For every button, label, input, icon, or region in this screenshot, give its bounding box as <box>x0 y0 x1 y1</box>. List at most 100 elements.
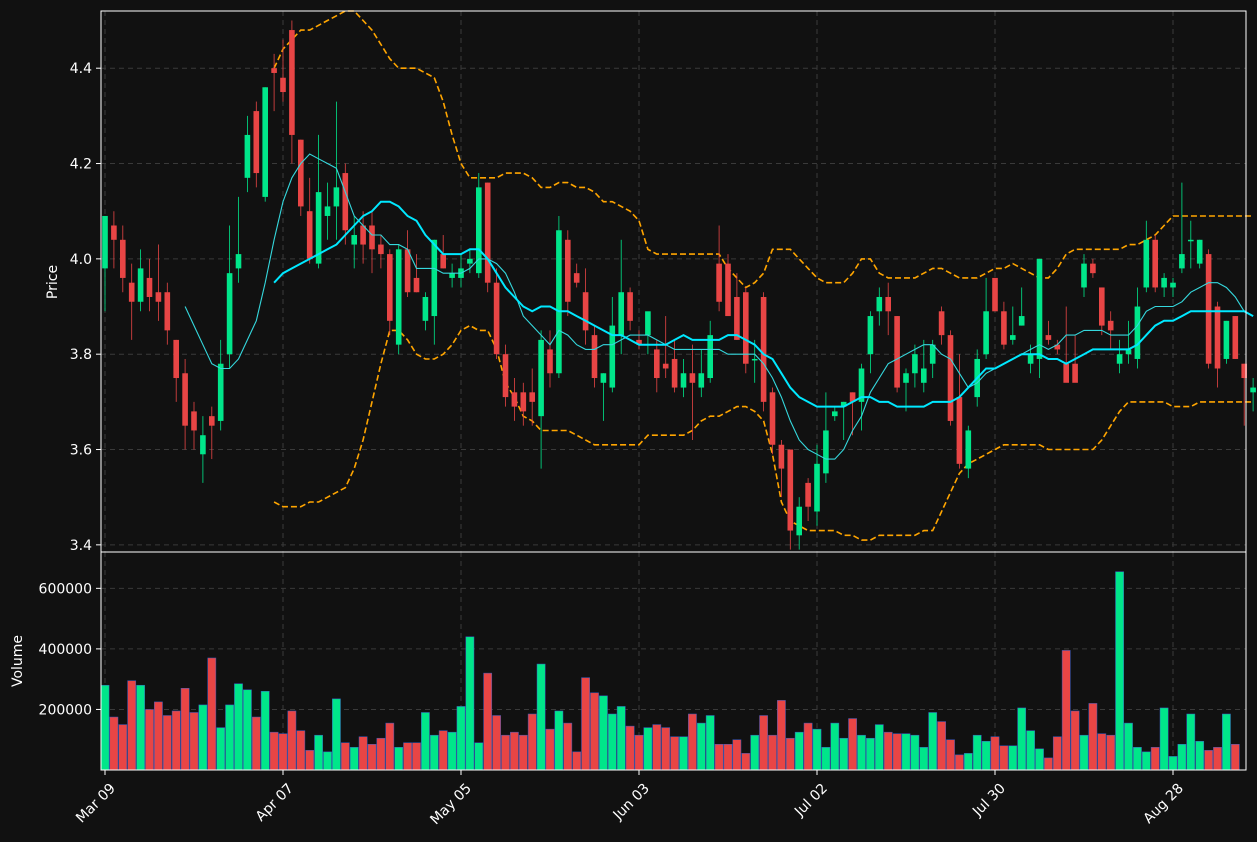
candle-body <box>173 339 179 379</box>
volume-bar <box>777 700 786 771</box>
volume-bar <box>563 722 573 771</box>
volume-bar <box>1186 713 1196 771</box>
candle <box>885 282 891 336</box>
candle-body <box>956 397 963 464</box>
volume-bar <box>607 713 617 771</box>
candle <box>778 439 785 498</box>
candle-body <box>814 463 820 512</box>
candle-body <box>787 449 794 531</box>
candle-body <box>164 292 171 331</box>
candle-body <box>1116 354 1123 364</box>
candle <box>1054 339 1061 355</box>
volume-bar <box>999 745 1009 771</box>
candle-body <box>1072 363 1078 383</box>
volume-bar <box>723 744 733 771</box>
candle-body <box>520 392 527 412</box>
volume-bar <box>679 736 688 771</box>
volume-bar <box>1052 736 1062 771</box>
volume-axis-label: Volume <box>10 635 26 687</box>
candle <box>769 387 776 455</box>
candle <box>1116 339 1123 374</box>
candle <box>636 330 642 350</box>
volume-bar <box>866 737 875 771</box>
candle-body <box>538 339 544 417</box>
volume-bar <box>803 722 813 771</box>
candle <box>369 211 375 274</box>
volume-bar <box>1079 734 1089 771</box>
candle <box>573 263 580 288</box>
volume-bar <box>839 737 849 771</box>
volume-bar <box>251 716 261 771</box>
candle <box>1232 316 1239 359</box>
candle-body <box>467 258 473 264</box>
candle <box>520 382 527 426</box>
candle <box>1010 306 1016 345</box>
volume-bar <box>1150 747 1160 771</box>
volume-bar <box>714 744 724 771</box>
candle <box>1143 220 1150 293</box>
candle-body <box>1152 239 1158 288</box>
candle-body <box>378 244 384 255</box>
volume-bar <box>874 724 884 771</box>
price-tick-label: 3.4 <box>70 538 92 554</box>
volume-bar <box>1061 650 1071 771</box>
candle-body <box>449 273 455 278</box>
volume-bar <box>189 712 199 771</box>
candle-body <box>903 373 909 383</box>
candle <box>921 339 927 393</box>
candle-body <box>938 311 945 336</box>
candle <box>333 101 340 240</box>
bollinger-bands <box>273 10 1254 541</box>
candle-body <box>823 430 829 474</box>
candle-body <box>351 235 357 245</box>
volume-bar <box>421 712 430 771</box>
candle <box>1107 311 1114 350</box>
price-tick-label: 4.0 <box>70 252 92 268</box>
candle <box>565 230 571 317</box>
volume-bar <box>483 672 493 771</box>
candle-body <box>689 373 696 383</box>
price-tick-label: 3.8 <box>70 347 92 363</box>
volume-bar <box>1115 571 1124 771</box>
candle-body <box>849 392 856 402</box>
volume-panel-frame <box>100 551 1247 771</box>
volume-bar <box>963 753 973 771</box>
candle <box>529 368 535 426</box>
candle <box>1063 306 1069 383</box>
candle-body <box>262 87 268 197</box>
candle <box>200 416 206 483</box>
candle <box>1170 277 1176 297</box>
volume-bar <box>848 718 857 771</box>
volume-bar <box>385 722 395 771</box>
volume-bar <box>216 727 226 771</box>
candle-body <box>440 254 446 269</box>
candle-body <box>146 277 153 297</box>
volume-bar <box>545 728 555 771</box>
candle-body <box>796 506 802 536</box>
candle <box>627 287 633 331</box>
volume-bar <box>1195 740 1205 771</box>
candle <box>164 282 171 345</box>
volume-bar <box>1026 730 1035 771</box>
candle <box>476 173 482 278</box>
volume-bars <box>100 571 1240 771</box>
volume-bar <box>332 698 341 771</box>
candle <box>912 344 918 388</box>
candle-body <box>333 187 340 207</box>
candle-body <box>716 263 722 302</box>
volume-bar <box>171 710 181 771</box>
candle-body <box>306 211 313 259</box>
volume-bar <box>785 737 795 771</box>
candle <box>680 358 687 398</box>
candle-body <box>1036 258 1043 359</box>
volume-bar <box>705 715 715 771</box>
volume-bar <box>1097 733 1107 771</box>
candle <box>1036 258 1043 379</box>
volume-bar <box>314 734 323 771</box>
volume-bar <box>955 754 964 771</box>
candle <box>387 249 393 336</box>
candle <box>342 163 349 245</box>
candle-body <box>734 296 740 340</box>
candle <box>289 20 295 164</box>
candle <box>983 277 989 359</box>
